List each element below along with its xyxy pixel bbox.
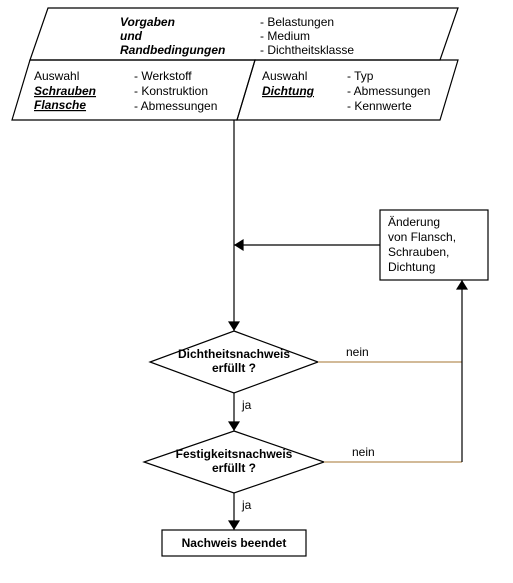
auswahl-right-item-0: - Typ xyxy=(347,69,374,83)
vorgaben-col1-2: Randbedingungen xyxy=(120,43,225,57)
vorgaben-col1-1: und xyxy=(120,29,143,43)
vorgaben-col2-2: - Dichtheitsklasse xyxy=(260,43,354,57)
change-line-0: Änderung xyxy=(388,215,440,229)
auswahl-right-item-2: - Kennwerte xyxy=(347,99,412,113)
parallelogram-top xyxy=(30,8,458,60)
auswahl-right-title: Auswahl xyxy=(262,69,307,83)
vorgaben-col2-1: - Medium xyxy=(260,29,310,43)
change-line-2: Schrauben, xyxy=(388,245,449,259)
decision1-no: nein xyxy=(346,345,369,359)
auswahl-left-item-0: - Werkstoff xyxy=(134,69,192,83)
end-text: Nachweis beendet xyxy=(182,536,287,550)
decision2-line-0: Festigkeitsnachweis xyxy=(176,447,293,461)
auswahl-right-item-1: - Abmessungen xyxy=(347,84,430,98)
decision1-yes: ja xyxy=(241,398,252,412)
auswahl-right-sub-0: Dichtung xyxy=(262,84,315,98)
change-line-1: von Flansch, xyxy=(388,230,456,244)
decision2-yes: ja xyxy=(241,498,252,512)
auswahl-left-sub-1: Flansche xyxy=(34,98,86,112)
decision1-line-1: erfüllt ? xyxy=(212,361,256,375)
auswahl-left-sub-0: Schrauben xyxy=(34,84,96,98)
auswahl-left-item-2: - Abmessungen xyxy=(134,99,217,113)
vorgaben-col2-0: - Belastungen xyxy=(260,15,334,29)
decision2-no: nein xyxy=(352,445,375,459)
decision2-line-1: erfüllt ? xyxy=(212,461,256,475)
auswahl-left-item-1: - Konstruktion xyxy=(134,84,208,98)
change-line-3: Dichtung xyxy=(388,260,435,274)
vorgaben-col1-0: Vorgaben xyxy=(120,15,175,29)
auswahl-left-title: Auswahl xyxy=(34,69,79,83)
decision1-line-0: Dichtheitsnachweis xyxy=(178,347,290,361)
